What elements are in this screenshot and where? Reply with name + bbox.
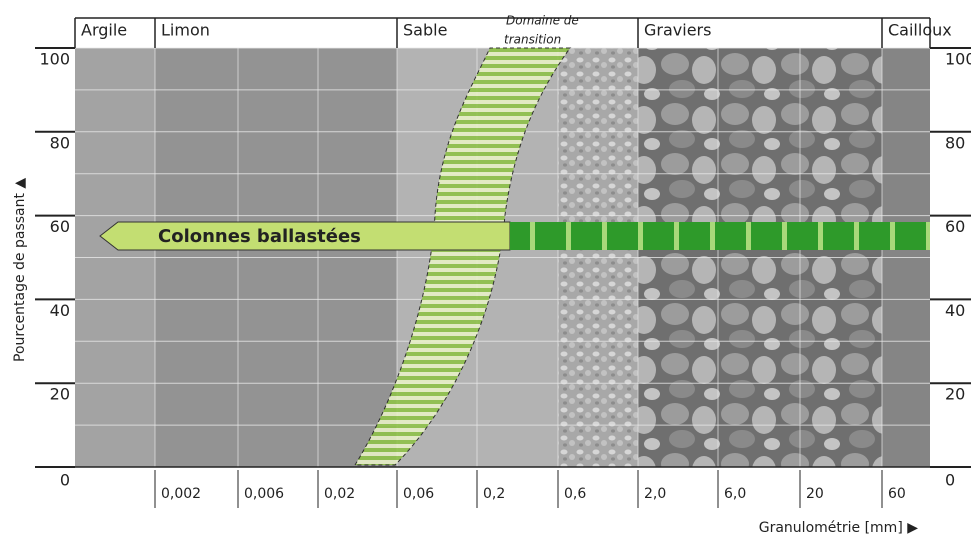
x-tick-label: 0,2 xyxy=(483,486,505,502)
x-tick-label: 20 xyxy=(806,486,824,502)
arrow: Colonnes ballastées xyxy=(99,221,930,251)
y-tick-label: 80 xyxy=(50,133,70,152)
y-tick-label: 20 xyxy=(945,385,965,404)
frame xyxy=(75,17,930,468)
zone-label: Cailloux xyxy=(888,21,952,40)
x-tick-label: 0,002 xyxy=(161,486,201,502)
x-tick-label: 0,6 xyxy=(564,486,586,502)
x-tick-label: 0,006 xyxy=(244,486,284,502)
x-tick-label: 0,06 xyxy=(403,486,434,502)
x-tick-label: 2,0 xyxy=(644,486,666,502)
y-tick-label: 40 xyxy=(945,301,965,320)
x-tick-label: 6,0 xyxy=(724,486,746,502)
zone-label: Argile xyxy=(81,21,127,40)
y-tick-label: 60 xyxy=(945,217,965,236)
transition-label: Domaine de xyxy=(506,14,579,28)
transition-band xyxy=(354,47,571,466)
y-tick-label: 40 xyxy=(50,301,70,320)
zone-label: Graviers xyxy=(644,21,711,40)
arrow-label: Colonnes ballastées xyxy=(158,226,361,247)
y-tick-label: 100 xyxy=(945,50,971,69)
y-tick-label: 80 xyxy=(945,133,965,152)
zone-label: Sable xyxy=(403,21,447,40)
y-axis-title: Pourcentage de passant ▲ xyxy=(12,178,28,362)
y-tick-label: 60 xyxy=(50,217,70,236)
grid xyxy=(75,47,930,467)
y-tick-label: 20 xyxy=(50,385,70,404)
y-tick-label: 0 xyxy=(60,471,70,490)
y-tick-label: 100 xyxy=(39,50,70,69)
y-tick-label: 0 xyxy=(945,471,955,490)
transition-label: transition xyxy=(504,33,561,47)
x-tick-label: 60 xyxy=(888,486,906,502)
zone-label: Limon xyxy=(161,21,210,40)
x-axis-title: Granulométrie [mm] ▶ xyxy=(759,520,918,536)
x-tick-label: 0,02 xyxy=(324,486,355,502)
